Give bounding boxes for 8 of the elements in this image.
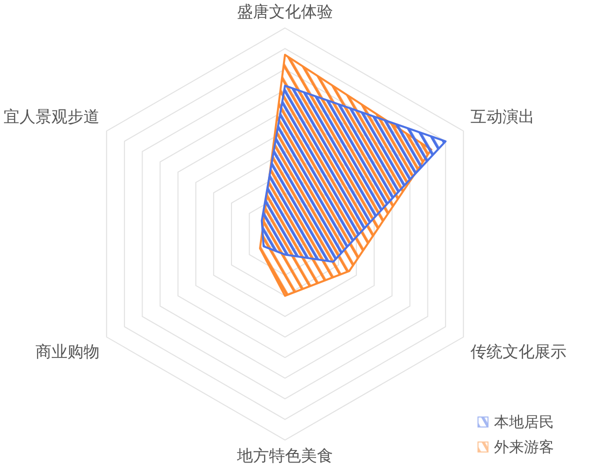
spoke-label: 盛唐文化体验 — [237, 3, 333, 21]
legend-label: 本地居民 — [494, 414, 554, 431]
legend-label: 外来游客 — [494, 439, 554, 456]
spoke-label: 宜人景观步道 — [4, 108, 100, 126]
spoke-label: 地方特色美食 — [236, 447, 333, 465]
spoke-label: 商业购物 — [36, 343, 100, 361]
spoke-label: 传统文化展示 — [470, 343, 566, 361]
spoke-label: 互动演出 — [470, 108, 534, 126]
